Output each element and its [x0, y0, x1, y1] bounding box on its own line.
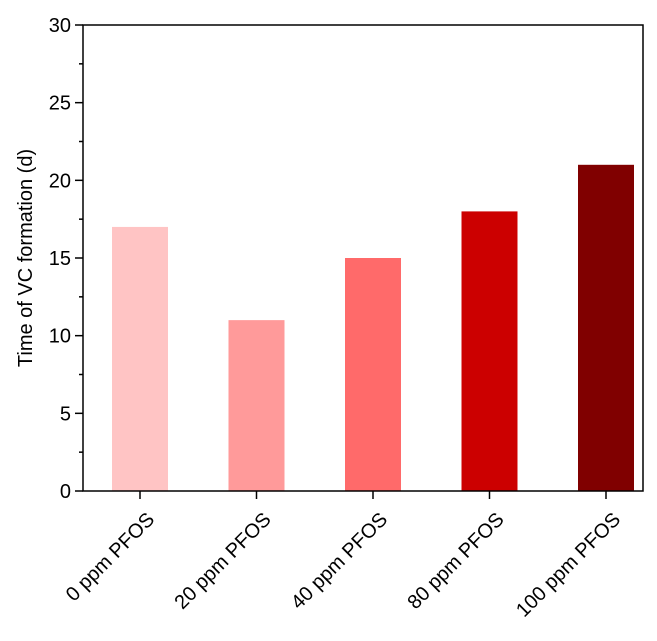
- x-category-label: 0 ppm PFOS: [62, 509, 159, 606]
- y-tick-label: 10: [49, 326, 71, 348]
- bars-group: [112, 164, 634, 492]
- bar-0: [112, 226, 168, 491]
- bar-4: [578, 164, 634, 492]
- y-axis-title: Time of VC formation (d): [15, 149, 37, 367]
- y-axis: 0 5 10 15 20 25 30: [49, 15, 83, 503]
- y-tick-label: 15: [49, 248, 71, 270]
- bar-1: [228, 320, 285, 491]
- x-category-label: 40 ppm PFOS: [287, 509, 392, 614]
- x-axis: 0 ppm PFOS 20 ppm PFOS 40 ppm PFOS 80 ppm P…: [62, 491, 625, 622]
- x-category-label: 80 ppm PFOS: [403, 509, 508, 614]
- y-tick-label: 5: [60, 403, 71, 425]
- bar-2: [345, 258, 401, 491]
- y-tick-label: 25: [49, 93, 71, 115]
- bar-3: [461, 211, 518, 491]
- y-tick-label: 0: [60, 481, 71, 503]
- y-tick-label: 20: [49, 170, 71, 192]
- y-tick-label: 30: [49, 15, 71, 37]
- x-category-label: 100 ppm PFOS: [512, 509, 625, 622]
- x-category-label: 20 ppm PFOS: [170, 509, 275, 614]
